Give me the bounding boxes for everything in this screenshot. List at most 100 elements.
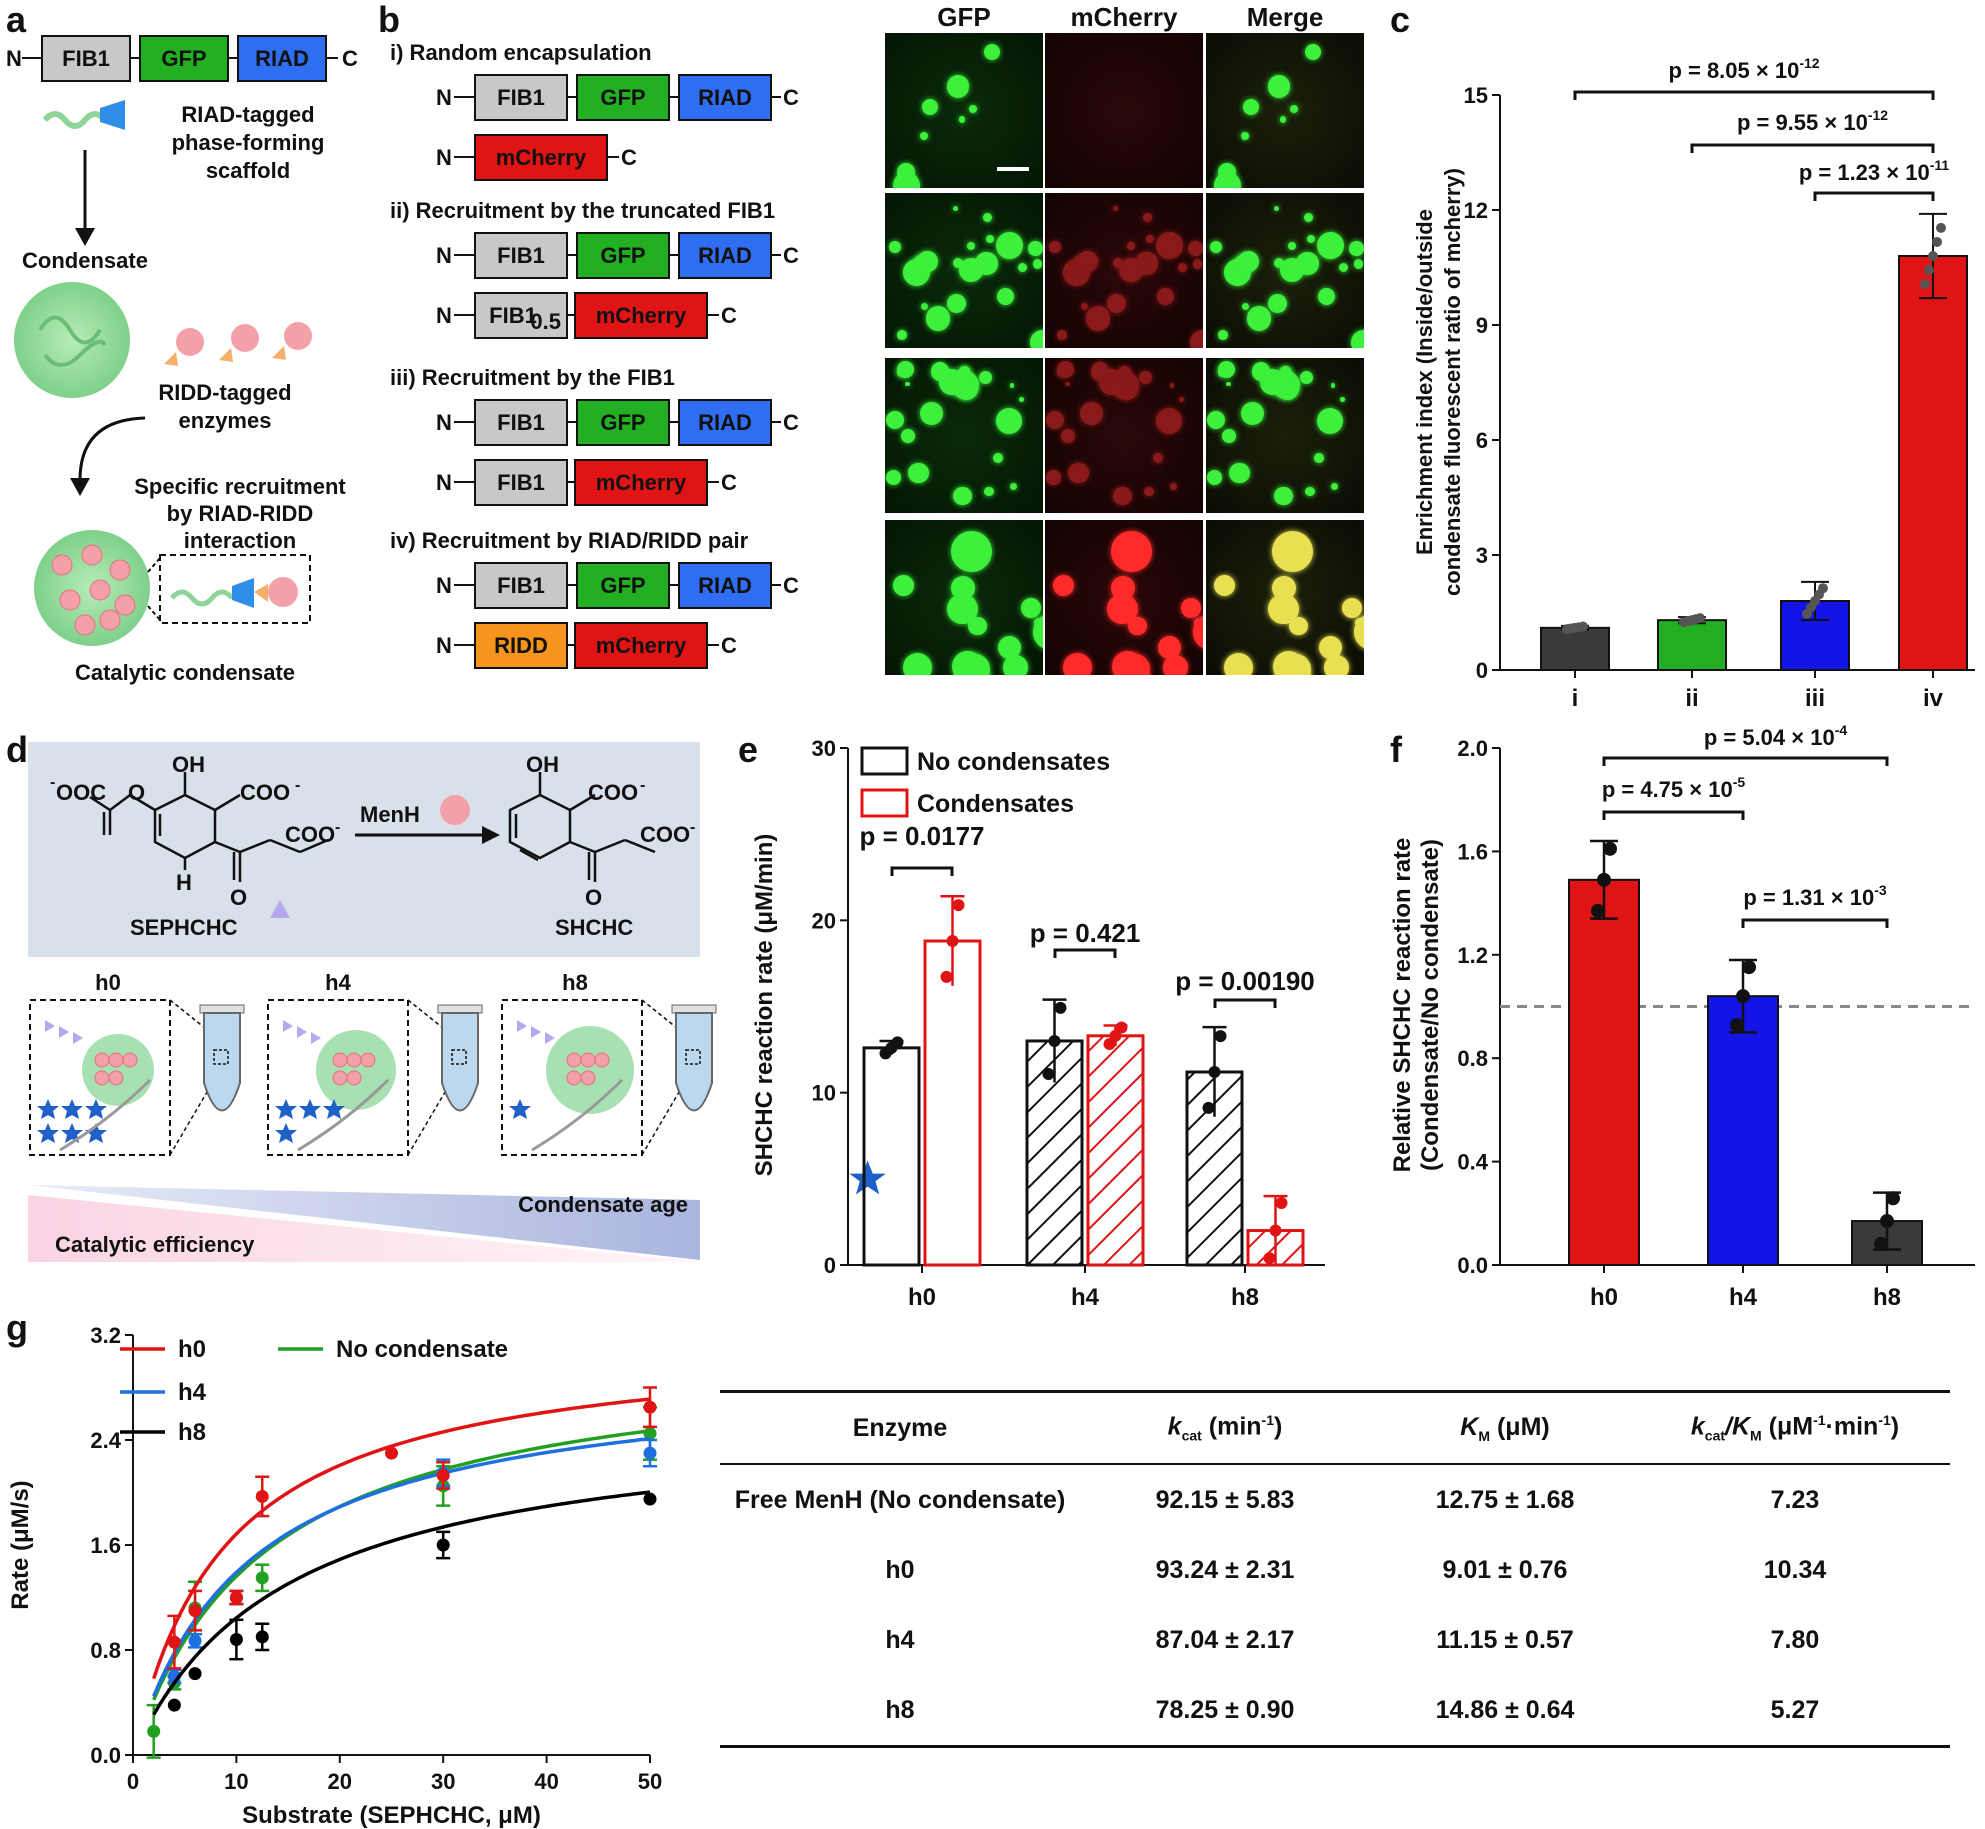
- droplet: [1019, 397, 1025, 402]
- droplet: [1274, 487, 1293, 506]
- y-tick-label: 20: [812, 908, 836, 933]
- droplet: [892, 171, 920, 188]
- sephchc-ooc: OOC: [56, 780, 106, 805]
- data-point: [1109, 1029, 1122, 1042]
- sephchc-oh: OH: [172, 752, 205, 777]
- panel-label-a: a: [6, 0, 27, 40]
- domain-label: GFP: [600, 85, 645, 110]
- data-point: [1263, 1252, 1276, 1265]
- data-point: [1880, 1214, 1894, 1229]
- y-tick-label: 12: [1464, 198, 1488, 223]
- droplet: [1193, 617, 1203, 628]
- col-header-mcherry: mCherry: [1070, 2, 1178, 32]
- bar-i: [1540, 626, 1610, 671]
- domain-label: GFP: [600, 410, 645, 435]
- data-point: [188, 1667, 202, 1681]
- x-tick-label: i: [1572, 685, 1579, 712]
- panel-label-c: c: [1390, 0, 1410, 40]
- legend-no-condensates: No condensates: [917, 748, 1110, 776]
- domain-box: [576, 399, 670, 446]
- arrow-down-icon: [75, 228, 95, 246]
- droplet: [997, 635, 1021, 659]
- droplet: [892, 574, 915, 597]
- construct-title: i) Random encapsulation: [390, 40, 652, 65]
- data-point: [1730, 1018, 1744, 1033]
- scaffold-label-1: RIAD-tagged: [181, 102, 314, 127]
- x-tick-label: iv: [1923, 685, 1944, 712]
- product-star-icon: [849, 1160, 886, 1195]
- domain-box: [474, 232, 568, 279]
- cell-kcat: 87.04 ± 2.17: [1155, 1625, 1295, 1654]
- condensate-age-wedge: [28, 1185, 700, 1260]
- n-terminus: N: [436, 243, 452, 268]
- product-star-icon: [275, 1099, 297, 1119]
- cell-km: 14.86 ± 0.64: [1435, 1695, 1575, 1724]
- condensate-age-label: Condensate age: [518, 1192, 688, 1217]
- tube-icon: [441, 1012, 479, 1112]
- droplet: [1112, 258, 1123, 269]
- curve-h0: [152, 1397, 651, 1680]
- data-point: [255, 1571, 269, 1585]
- y-tick-label: 9: [1476, 313, 1488, 338]
- droplet: [1033, 617, 1043, 628]
- domain-box: [678, 399, 772, 446]
- cell-km: 11.15 ± 0.57: [1436, 1625, 1574, 1654]
- p-value-label: p = 0.0177: [859, 821, 984, 851]
- droplet: [1080, 302, 1088, 311]
- substrate-triangle-icon: [531, 1026, 541, 1038]
- x-axis-label: Substrate (SEPHCHC, μM): [242, 1802, 541, 1829]
- y-tick-label: 0.4: [1457, 1150, 1488, 1175]
- droplet: [1119, 116, 1126, 123]
- enzyme-label-2: enzymes: [179, 408, 272, 433]
- x-tick-label: 50: [638, 1769, 662, 1794]
- condensate-blob: [316, 1030, 396, 1110]
- droplet: [1222, 428, 1237, 443]
- c-terminus: C: [721, 470, 737, 495]
- domain-label: FIB1: [489, 303, 537, 328]
- droplet: [1213, 171, 1241, 188]
- data-point: [167, 1698, 181, 1712]
- droplet: [1303, 213, 1314, 223]
- x-tick-label: h0: [1590, 1284, 1618, 1311]
- cell-ratio: 5.27: [1770, 1695, 1820, 1724]
- y-tick-label: 15: [1464, 83, 1488, 108]
- droplet: [1280, 257, 1305, 283]
- domain-label: RIAD: [698, 573, 752, 598]
- droplet: [1080, 132, 1088, 140]
- shchc-coo2-charge: -: [690, 819, 695, 836]
- droplet: [1224, 653, 1254, 675]
- menh-icon: [440, 795, 470, 825]
- table-header-row: Enzyme kcat (min-1) KM (μM) kcat/KM (μM-…: [720, 1391, 1950, 1464]
- data-point: [1603, 841, 1617, 856]
- droplet: [1241, 132, 1250, 141]
- droplet: [969, 105, 978, 114]
- scale-bar: [997, 167, 1029, 171]
- droplet: [1246, 306, 1272, 332]
- sephchc-h: H: [176, 870, 192, 895]
- droplet: [1119, 257, 1144, 283]
- domain-box: [474, 399, 568, 446]
- data-point: [1886, 1191, 1900, 1206]
- data-point: [167, 1635, 181, 1649]
- shchc-o: O: [585, 885, 602, 910]
- domain-label: RIAD: [698, 410, 752, 435]
- droplet: [1238, 251, 1259, 272]
- scaffold-icon: [42, 111, 108, 129]
- droplet: [1138, 370, 1153, 385]
- product-star-icon: [37, 1123, 59, 1143]
- domain-label: FIB1: [497, 573, 545, 598]
- droplet: [967, 241, 975, 250]
- arrow-down-icon-2: [70, 478, 90, 496]
- merge-image: [1206, 33, 1364, 188]
- gfp-image: [885, 520, 1043, 675]
- enzyme-label-1: RIDD-tagged: [158, 380, 291, 405]
- c-terminus: C: [721, 633, 737, 658]
- domain-label: FIB1: [497, 243, 545, 268]
- kinetics-table: Enzyme kcat (min-1) KM (μM) kcat/KM (μM-…: [720, 1390, 1950, 1748]
- domain-label: mCherry: [596, 633, 687, 658]
- domain-box: [574, 622, 708, 669]
- droplet: [1267, 75, 1291, 98]
- product-star-icon: [61, 1123, 83, 1143]
- significance-bracket: [1602, 810, 1745, 820]
- data-point: [940, 970, 953, 983]
